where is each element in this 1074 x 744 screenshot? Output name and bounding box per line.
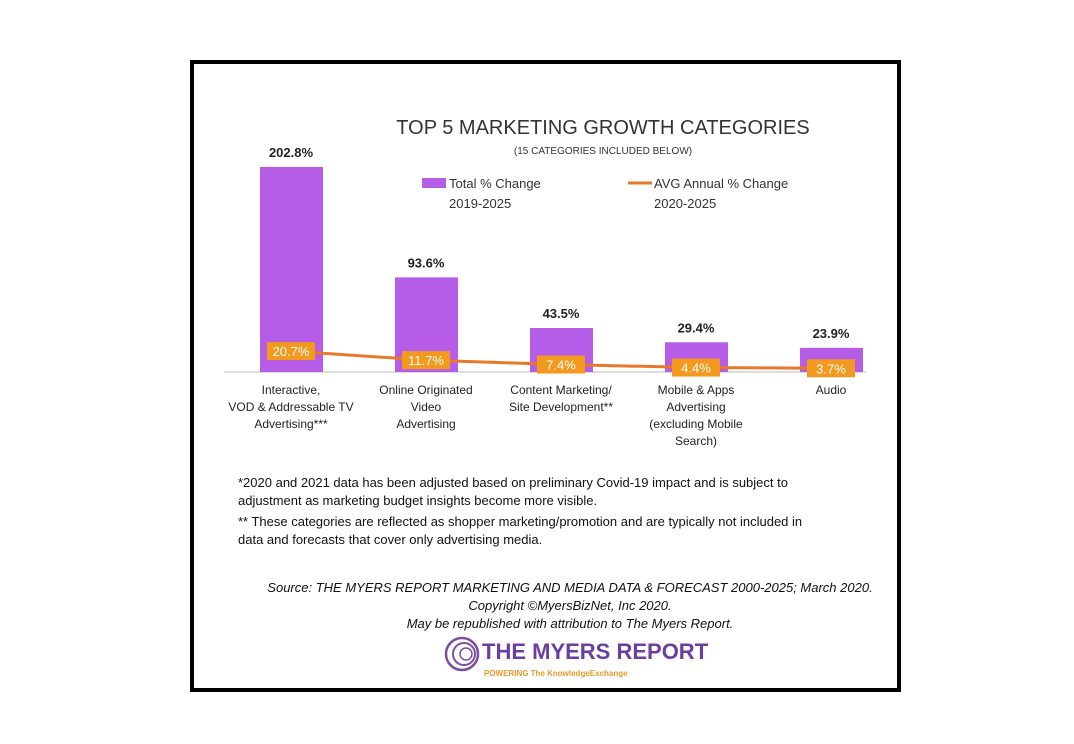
source-text: Source: THE MYERS REPORT MARKETING AND M… [250, 579, 890, 633]
line-data-label: 7.4% [546, 358, 576, 373]
category-label: Video [411, 400, 442, 414]
line-data-label: 11.7% [408, 353, 444, 368]
legend-line-label: 2020-2025 [654, 196, 716, 211]
line-label-box [402, 351, 450, 370]
category-label: Search) [675, 434, 717, 448]
source-line: Source: THE MYERS REPORT MARKETING AND M… [267, 580, 873, 595]
bar-data-label: 202.8% [269, 145, 314, 160]
category-label: Interactive, [262, 383, 321, 397]
category-label: Online Originated [379, 383, 472, 397]
line-label-box [807, 359, 855, 378]
chart-frame [190, 60, 901, 692]
bar-data-label: 93.6% [408, 255, 445, 270]
category-label: (excluding Mobile [649, 417, 743, 431]
category-label: Site Development** [509, 400, 613, 414]
footnote-1: *2020 and 2021 data has been adjusted ba… [238, 474, 788, 510]
legend-bar-label: Total % Change [449, 176, 541, 191]
footnote-1-line-2: adjustment as marketing budget insights … [238, 493, 598, 508]
line-data-label: 4.4% [681, 361, 711, 376]
legend-bar-label: 2019-2025 [449, 196, 511, 211]
line-label-box [267, 342, 315, 361]
footnote-2-line-1: ** These categories are reflected as sho… [238, 514, 803, 529]
line-label-box [537, 355, 585, 374]
footnote-1-line-1: *2020 and 2021 data has been adjusted ba… [238, 475, 788, 490]
bar-data-label: 43.5% [543, 306, 580, 321]
copyright-line: Copyright ©MyersBizNet, Inc 2020. [468, 598, 672, 613]
footnote-2: ** These categories are reflected as sho… [238, 513, 802, 549]
line-label-box [672, 358, 720, 377]
footnote-2-line-2: data and forecasts that cover only adver… [238, 532, 543, 547]
line-data-label: 3.7% [816, 361, 846, 376]
legend-line-label: AVG Annual % Change [654, 176, 788, 191]
chart-subtitle: (15 CATEGORIES INCLUDED BELOW) [514, 146, 692, 157]
category-label: Advertising [666, 400, 725, 414]
chart-title: TOP 5 MARKETING GROWTH CATEGORIES [396, 117, 809, 139]
category-label: Audio [816, 383, 847, 397]
category-label: Mobile & Apps [658, 383, 735, 397]
category-label: VOD & Addressable TV [228, 400, 353, 414]
category-label: Advertising [396, 417, 455, 431]
category-label: Advertising*** [254, 417, 328, 431]
line-data-label: 20.7% [273, 344, 310, 359]
category-label: Content Marketing/ [510, 383, 612, 397]
bar [260, 166, 323, 372]
legend-bar-swatch [422, 178, 446, 188]
bar-data-label: 23.9% [813, 326, 850, 341]
bar-data-label: 29.4% [678, 320, 715, 335]
republish-line: May be republished with attribution to T… [406, 616, 734, 631]
